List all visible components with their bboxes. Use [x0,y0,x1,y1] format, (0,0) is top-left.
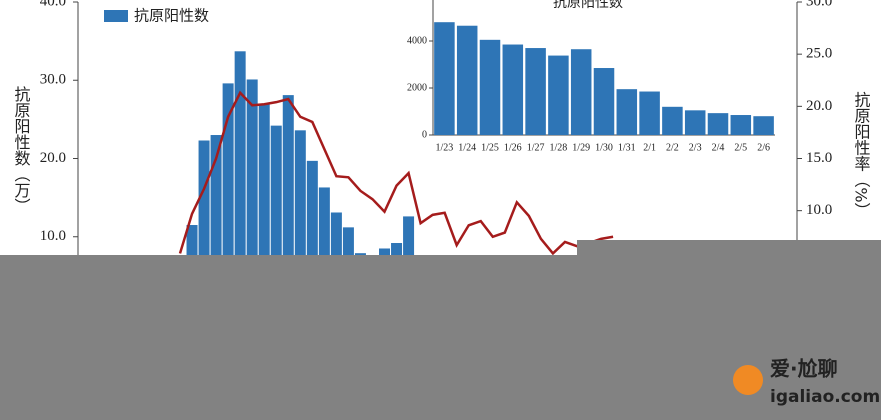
inset-bar [456,25,478,136]
inset-x-tick-label: 1/31 [618,142,636,153]
inset-bar [730,115,752,135]
inset-x-tick-label: 2/3 [689,142,702,153]
inset-y-tick-label: 4000 [407,35,427,46]
inset-x-tick-label: 1/30 [595,142,613,153]
y2-tick-label: 15.0 [806,150,832,166]
inset-x-tick-label: 1/23 [436,142,454,153]
inset-x-tick-label: 1/25 [481,142,499,153]
y-tick-label: 40.0 [40,0,66,9]
occluding-box [0,240,881,420]
inset-bar [616,89,638,135]
inset-x-tick-label: 2/2 [666,142,679,153]
bar [294,130,306,315]
inset-bar [593,68,615,135]
inset-x-tick-label: 1/27 [527,142,545,153]
y2-tick-label: 10.0 [806,202,832,218]
inset-chart: 抗原阳性数 0 2000 4000 1/23 1/24 1/25 1/26 1/27 1/28 1/… [407,0,780,160]
inset-bar [570,49,592,135]
inset-bar [707,113,729,135]
inset-bar [662,106,683,135]
inset-bar [479,39,501,136]
inset-x-tick-label: 1/28 [550,142,568,153]
inset-bar [434,22,455,136]
bar [222,83,234,315]
legend-label: 抗原阳性数 [134,7,209,25]
y2-axis-title: 抗原阳性率（%） [852,91,871,218]
inset-bar [525,48,546,135]
inset-bar [639,91,660,135]
bar [246,79,258,315]
bar [258,103,270,315]
bar [318,187,330,315]
watermark-logo [733,365,763,395]
inset-x-tick-label: 1/24 [458,142,476,153]
inset-x-tick-label: 2/1 [643,142,656,153]
inset-x-tick-label: 1/29 [572,142,590,153]
inset-y-tick-label: 2000 [407,82,427,93]
y-tick-label: 20.0 [40,150,66,166]
y-axis-title: 抗原阳性数（万） [12,86,31,214]
inset-x-tick-label: 2/4 [712,142,725,153]
bar [234,51,246,316]
y-tick-label: 10.0 [40,228,66,244]
bar [270,125,282,315]
y-tick-label: 30.0 [40,72,66,88]
inset-bar [548,55,569,135]
inset-x-tick-label: 2/6 [757,142,770,153]
watermark-url: igaliao.com [770,387,880,407]
inset-bar [684,110,706,135]
inset-x-tick-label: 2/5 [734,142,747,153]
legend-swatch [104,10,128,22]
y2-tick-label: 25.0 [806,46,832,62]
bar [210,135,222,315]
line [178,90,614,256]
y2-tick-label: 20.0 [806,98,832,114]
inset-y-tick-label: 0 [422,129,427,140]
bar [282,95,294,316]
inset-x-tick-label: 1/26 [504,142,522,153]
bar [198,140,210,315]
inset-title: 抗原阳性数 [553,0,623,11]
y2-tick-label: 30.0 [806,0,832,9]
bar [306,160,318,315]
inset-bar [753,116,774,135]
inset-bar [502,44,524,135]
watermark-text: 爱·尬聊 [770,357,838,381]
